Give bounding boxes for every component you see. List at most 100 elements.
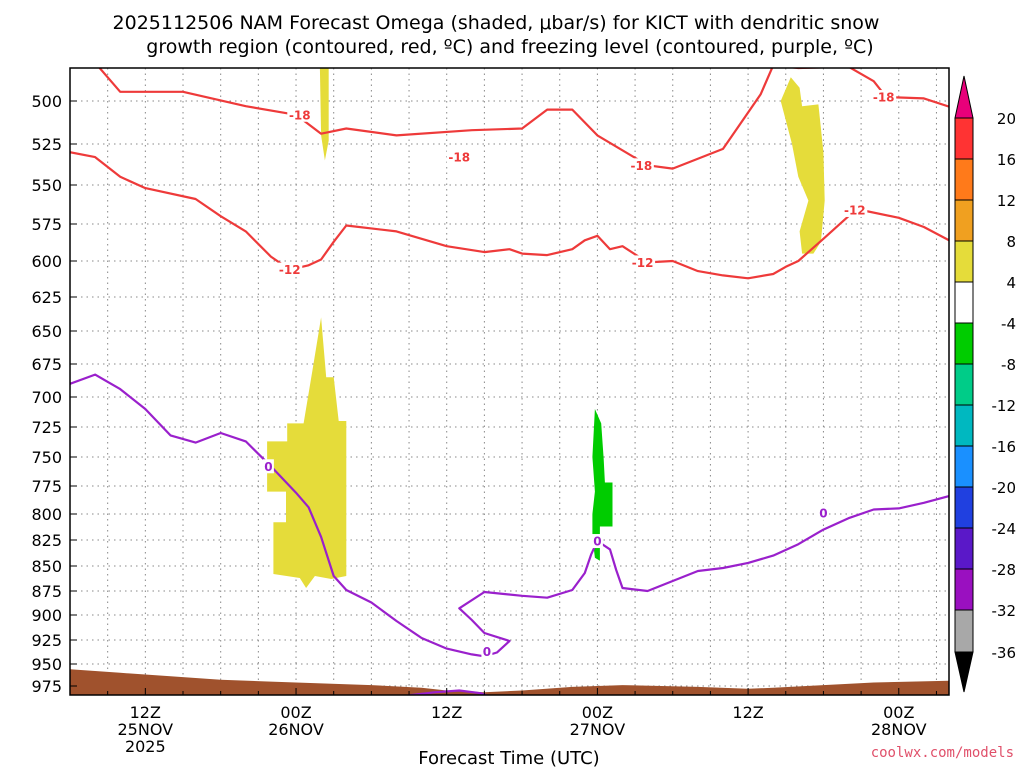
y-tick-label: 700	[31, 388, 62, 407]
y-tick-label: 900	[31, 606, 62, 625]
colorbar-bin	[954, 568, 974, 611]
colorbar-label: -16	[992, 438, 1017, 456]
contour-label: 0	[819, 506, 827, 520]
plot-area: -18 -18 -18 -18 -12 -12 -12 0 0 0 0	[69, 67, 950, 696]
colorbar-bin	[954, 527, 974, 570]
chart-title-line1: 2025112506 NAM Forecast Omega (shaded, μ…	[113, 12, 880, 34]
colorbar-label: 4	[1006, 274, 1016, 292]
y-tick-label: 575	[31, 215, 62, 234]
x-tick-label: 26NOV	[268, 720, 324, 739]
y-tick-label: 750	[31, 448, 62, 467]
grid-lines	[70, 68, 949, 695]
colorbar-label: -28	[992, 561, 1017, 579]
colorbar-bin	[954, 363, 974, 406]
y-axis-ticks: 500 525 550 575 600 625 650 675 700 725 750 775 800 8…	[31, 92, 77, 696]
colorbar-label: -12	[992, 397, 1017, 415]
y-tick-label: 625	[31, 288, 62, 307]
contour-line	[70, 373, 949, 658]
colorbar-bin	[954, 240, 974, 283]
y-tick-label: 525	[31, 135, 62, 154]
colorbar-label: -32	[992, 602, 1017, 620]
y-tick-label: 825	[31, 531, 62, 550]
y-tick-label: 775	[31, 477, 62, 496]
colorbar-top-arrow	[954, 75, 974, 119]
colorbar-bin	[954, 609, 974, 653]
y-tick-label: 550	[31, 176, 62, 195]
omega-shading	[267, 68, 825, 588]
plot-frame	[69, 67, 950, 696]
contour-label-background	[817, 505, 829, 520]
contour-label-background	[871, 90, 897, 105]
colorbar-bin	[954, 158, 974, 201]
colorbar-bin	[954, 445, 974, 488]
x-tick-label: 00Z	[883, 703, 914, 722]
contour-label: -18	[631, 159, 653, 173]
contour-label-background	[481, 644, 493, 659]
colorbar-label: 20	[997, 110, 1016, 128]
chart-title-line2: growth region (contoured, red, ºC) and f…	[146, 36, 873, 58]
contour-label: -18	[448, 151, 470, 165]
contour-label-background	[591, 534, 603, 549]
contour-line	[70, 151, 949, 280]
omega-shaded-region	[780, 77, 825, 254]
x-tick-label: 00Z	[280, 703, 311, 722]
terrain-layer	[70, 669, 949, 695]
colorbar-label: 16	[997, 151, 1016, 169]
x-tick-label: 28NOV	[871, 720, 927, 739]
contour-label: -12	[632, 256, 654, 270]
x-tick-label: 12Z	[130, 703, 161, 722]
contour-label-background	[842, 202, 868, 217]
contour-label: -12	[844, 203, 866, 217]
colorbar-label: 12	[997, 192, 1016, 210]
contour-label: 0	[593, 535, 601, 549]
y-tick-label: 500	[31, 92, 62, 111]
y-tick-label: 675	[31, 355, 62, 374]
omega-shaded-region	[319, 68, 329, 161]
contour-label: 0	[264, 460, 272, 474]
colorbar-label: -4	[1001, 315, 1016, 333]
x-axis-label: Forecast Time (UTC)	[418, 748, 599, 768]
colorbar-bin	[954, 281, 974, 324]
colorbar-bin	[954, 322, 974, 365]
x-tick-label: 2025	[125, 737, 166, 756]
colorbar-label: -8	[1001, 356, 1016, 374]
y-tick-label: 875	[31, 582, 62, 601]
terrain-fill	[70, 669, 949, 695]
contour-label-background	[277, 262, 303, 277]
omega-shaded-region	[592, 409, 613, 561]
colorbar-label: 8	[1006, 233, 1016, 251]
colorbar-bottom-arrow	[954, 651, 974, 693]
x-tick-label: 00Z	[582, 703, 613, 722]
colorbar-bin	[954, 199, 974, 242]
colorbar-bin	[954, 404, 974, 447]
credit-text: coolwx.com/models	[871, 745, 1014, 761]
colorbar: 20 16 12 8 4 -4 -8 -12 -16 -20 -24 -28 -32 -36	[954, 75, 1017, 693]
contour-label: -18	[873, 91, 895, 105]
y-tick-label: 725	[31, 418, 62, 437]
y-tick-label: 925	[31, 631, 62, 650]
contour-label-background	[630, 255, 656, 270]
omega-shaded-region	[267, 317, 347, 588]
y-tick-label: 950	[31, 655, 62, 674]
contour-labels: -18 -18 -18 -18 -12 -12 -12 0 0 0 0	[262, 90, 897, 659]
colorbar-bin	[954, 117, 974, 160]
x-tick-label: 25NOV	[118, 720, 174, 739]
colorbar-label: -24	[992, 520, 1017, 538]
y-tick-label: 850	[31, 557, 62, 576]
contour-label-background	[262, 459, 274, 474]
y-tick-label: 800	[31, 505, 62, 524]
colorbar-bin	[954, 486, 974, 529]
x-tick-label: 12Z	[431, 703, 462, 722]
x-tick-label: 12Z	[732, 703, 763, 722]
y-tick-label: 975	[31, 677, 62, 696]
contour-label: 0	[483, 645, 491, 659]
contour-label: -18	[289, 108, 311, 122]
contour-label-background	[287, 107, 313, 122]
x-tick-label: 27NOV	[570, 720, 626, 739]
contour-label-background	[446, 150, 472, 165]
contour-label: -12	[279, 263, 301, 277]
colorbar-label: -36	[992, 644, 1017, 662]
colorbar-label: -20	[992, 479, 1017, 497]
